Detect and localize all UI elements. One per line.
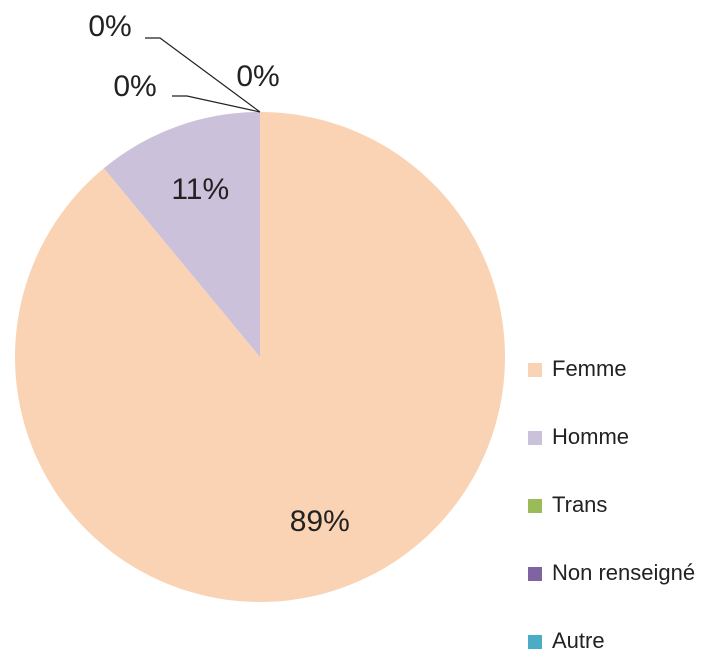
legend-label: Autre xyxy=(552,628,605,653)
leader-line xyxy=(145,37,261,113)
value-label: 89% xyxy=(290,505,350,538)
legend-swatch xyxy=(528,363,542,377)
pie-slice xyxy=(14,112,506,603)
legend-label: Trans xyxy=(552,492,607,517)
value-label: 0% xyxy=(113,70,156,103)
value-label: 11% xyxy=(171,173,229,206)
legend-label: Homme xyxy=(552,424,629,449)
value-label: 0% xyxy=(88,10,131,43)
legend-swatch xyxy=(528,499,542,513)
legend-swatch xyxy=(528,431,542,445)
legend-label: Femme xyxy=(552,356,627,381)
legend-label: Non renseigné xyxy=(552,560,695,585)
leader-line xyxy=(172,95,261,113)
legend-swatch xyxy=(528,635,542,649)
legend-swatch xyxy=(528,567,542,581)
value-label: 0% xyxy=(236,60,279,93)
pie-slice xyxy=(103,112,261,357)
